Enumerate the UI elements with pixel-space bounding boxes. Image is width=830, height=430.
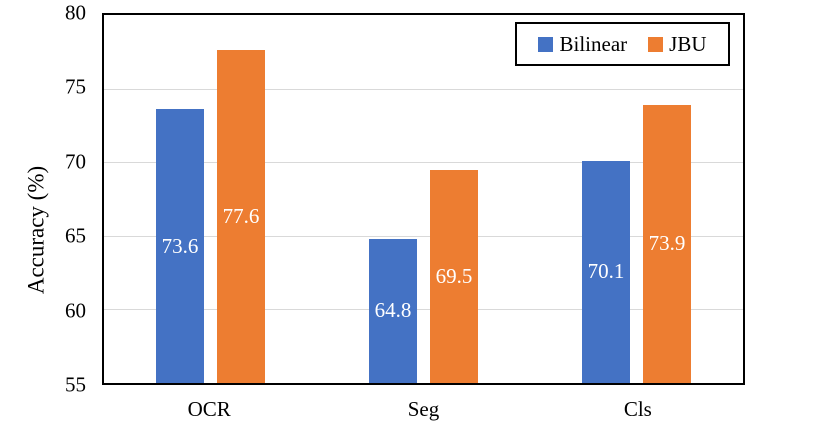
legend-item-jbu: JBU: [648, 31, 707, 57]
bar-group-seg: 64.8 69.5: [317, 15, 530, 383]
legend-color-swatch-icon: [648, 36, 664, 52]
bar-value-label: 73.9: [648, 231, 686, 256]
bar-jbu-cls: 73.9: [643, 104, 691, 383]
x-tick-label-ocr: OCR: [187, 397, 231, 421]
legend-item-label: Bilinear: [559, 31, 628, 56]
bar-value-label: 77.6: [222, 204, 260, 229]
x-tick-label-seg: Seg: [407, 397, 440, 421]
plot-area: 73.6 77.6 64.8 69.5 70.1 73.9: [102, 13, 745, 385]
gridline-70: [104, 162, 743, 164]
bar-bilinear-cls: 70.1: [582, 160, 630, 383]
bar-value-label: 73.6: [161, 233, 199, 258]
bar-group-cls: 70.1 73.9: [530, 15, 743, 383]
legend-item-bilinear: Bilinear: [538, 32, 627, 57]
x-tick-label-cls: Cls: [623, 397, 652, 421]
legend-item-label: JBU: [669, 31, 707, 56]
bar-group-ocr: 73.6 77.6: [104, 15, 317, 383]
y-tick-label-65: 65: [65, 223, 86, 248]
gridline-75: [104, 88, 743, 90]
bar-value-label: 64.8: [374, 298, 412, 323]
bar-jbu-ocr: 77.6: [217, 50, 265, 383]
bar-value-label: 70.1: [587, 259, 625, 284]
y-tick-label-70: 70: [65, 149, 86, 174]
bar-bilinear-seg: 64.8: [369, 238, 417, 383]
gridline-60: [104, 309, 743, 311]
legend-color-swatch-icon: [538, 36, 554, 52]
bar-bilinear-ocr: 73.6: [156, 109, 204, 383]
gridline-65: [104, 235, 743, 237]
y-tick-label-55: 55: [65, 372, 86, 397]
y-tick-label-60: 60: [65, 298, 86, 323]
y-tick-label-75: 75: [65, 74, 86, 99]
bar-value-label: 69.5: [435, 263, 473, 288]
y-tick-label-80: 80: [65, 0, 86, 25]
bar-jbu-seg: 69.5: [430, 169, 478, 383]
legend: Bilinear JBU: [515, 22, 730, 66]
